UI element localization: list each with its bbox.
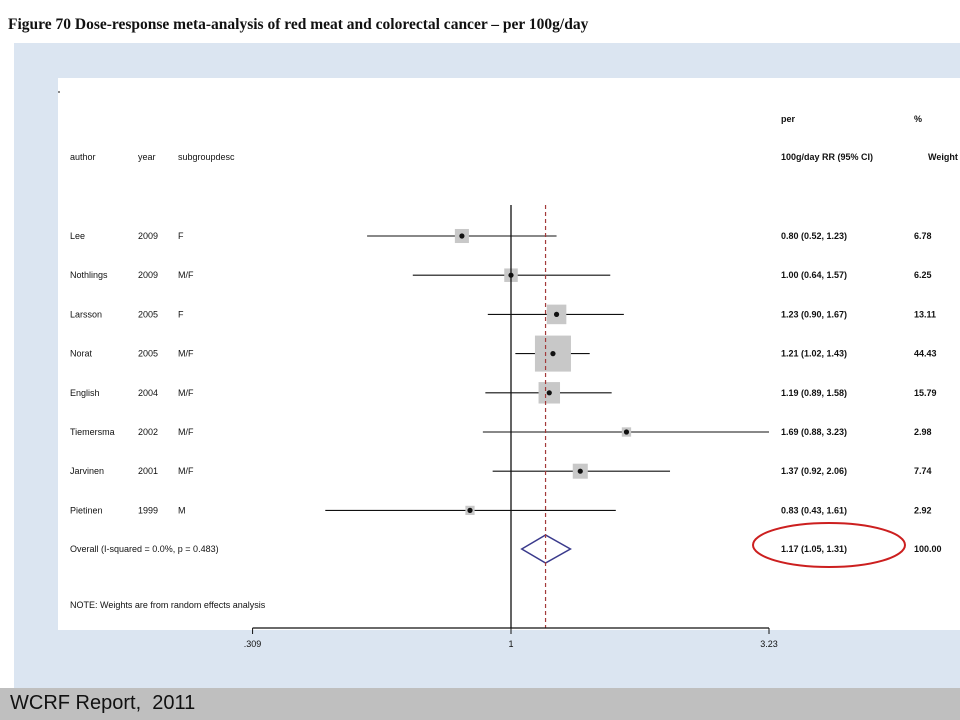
study-weight-text: 6.25 xyxy=(914,270,932,280)
header-weight-line1: % xyxy=(914,114,922,124)
study-row: Nothlings 2009 M/F 1.00 (0.64, 1.57) 6.25 xyxy=(70,268,932,282)
study-year: 2005 xyxy=(138,309,158,319)
header-estimate-line1: per xyxy=(781,114,796,124)
study-subgroup: M/F xyxy=(178,388,194,398)
footer-bar xyxy=(0,688,960,720)
study-author: Pietinen xyxy=(70,505,103,515)
point-estimate xyxy=(550,351,556,357)
study-author: Larsson xyxy=(70,309,102,319)
study-author: Lee xyxy=(70,231,85,241)
study-row: Pietinen 1999 M 0.83 (0.43, 1.61) 2.92 xyxy=(70,505,932,515)
x-tick-label: 1 xyxy=(508,639,513,649)
study-weight-text: 2.98 xyxy=(914,427,932,437)
study-year: 2009 xyxy=(138,231,158,241)
study-weight-text: 2.92 xyxy=(914,505,932,515)
overall-label: Overall (I-squared = 0.0%, p = 0.483) xyxy=(70,544,219,554)
header-weight-line2: Weight xyxy=(928,152,958,162)
study-ci-text: 0.80 (0.52, 1.23) xyxy=(781,231,847,241)
point-estimate xyxy=(467,507,473,513)
study-author: Jarvinen xyxy=(70,466,104,476)
point-estimate xyxy=(577,468,583,474)
study-author: Tiemersma xyxy=(70,427,115,437)
study-ci-text: 1.69 (0.88, 3.23) xyxy=(781,427,847,437)
study-subgroup: M/F xyxy=(178,349,194,359)
x-tick-label: 3.23 xyxy=(760,639,778,649)
study-weight-text: 13.11 xyxy=(914,309,936,319)
study-ci-text: 1.00 (0.64, 1.57) xyxy=(781,270,847,280)
study-author: Nothlings xyxy=(70,270,108,280)
study-ci-text: 0.83 (0.43, 1.61) xyxy=(781,505,847,515)
overall-ci-text: 1.17 (1.05, 1.31) xyxy=(781,544,847,554)
study-year: 1999 xyxy=(138,505,158,515)
overall-weight-text: 100.00 xyxy=(914,544,942,554)
study-subgroup: M/F xyxy=(178,270,194,280)
study-year: 2004 xyxy=(138,388,158,398)
study-year: 2005 xyxy=(138,349,158,359)
study-ci-text: 1.19 (0.89, 1.58) xyxy=(781,388,847,398)
header-year: year xyxy=(138,152,156,162)
study-year: 2001 xyxy=(138,466,158,476)
study-row: Jarvinen 2001 M/F 1.37 (0.92, 2.06) 7.74 xyxy=(70,463,932,479)
study-row: Lee 2009 F 0.80 (0.52, 1.23) 6.78 xyxy=(70,228,932,244)
footer-source: WCRF Report, 2011 xyxy=(10,692,196,714)
overall-diamond xyxy=(520,534,572,564)
study-subgroup: M xyxy=(178,505,186,515)
study-subgroup: M/F xyxy=(178,427,194,437)
study-weight-text: 15.79 xyxy=(914,388,937,398)
point-estimate xyxy=(546,390,552,396)
forest-plot-area xyxy=(58,78,960,630)
x-axis: .309 1 3.23 xyxy=(244,205,778,649)
study-subgroup: F xyxy=(178,309,184,319)
study-row: Norat 2005 M/F 1.21 (1.02, 1.43) 44.43 xyxy=(70,335,937,372)
overall-row: Overall (I-squared = 0.0%, p = 0.483) 1.1… xyxy=(70,534,942,564)
figure-title: Figure 70 Dose-response meta-analysis of… xyxy=(8,16,589,33)
point-estimate xyxy=(623,429,630,435)
study-ci-text: 1.37 (0.92, 2.06) xyxy=(781,466,847,476)
study-ci-text: 1.21 (1.02, 1.43) xyxy=(781,349,847,359)
point-estimate xyxy=(553,311,560,317)
study-row: Larsson 2005 F 1.23 (0.90, 1.67) 13.11 xyxy=(70,304,936,325)
header-author: author xyxy=(70,152,96,162)
header-subgroup: subgroupdesc xyxy=(178,152,235,162)
study-weight-text: 44.43 xyxy=(914,349,937,359)
study-year: 2002 xyxy=(138,427,158,437)
x-tick-label: .309 xyxy=(244,639,262,649)
study-weight-text: 7.74 xyxy=(914,466,932,476)
header-estimate-line2: 100g/day RR (95% CI) xyxy=(781,152,873,162)
study-weight-text: 6.78 xyxy=(914,231,932,241)
study-row: English 2004 M/F 1.19 (0.89, 1.58) 15.79 xyxy=(70,382,937,404)
study-rows: Lee 2009 F 0.80 (0.52, 1.23) 6.78 Nothlings 20… xyxy=(70,228,942,564)
study-subgroup: F xyxy=(178,231,184,241)
overall-highlight-circle xyxy=(752,522,906,568)
study-author: Norat xyxy=(70,349,93,359)
study-row: Tiemersma 2002 M/F 1.69 (0.88, 3.23) 2.98 xyxy=(70,427,932,437)
study-year: 2009 xyxy=(138,270,158,280)
weights-note: NOTE: Weights are from random effects an… xyxy=(70,600,266,610)
study-ci-text: 1.23 (0.90, 1.67) xyxy=(781,309,847,319)
study-author: English xyxy=(70,388,100,398)
study-subgroup: M/F xyxy=(178,466,194,476)
point-estimate xyxy=(459,233,465,239)
